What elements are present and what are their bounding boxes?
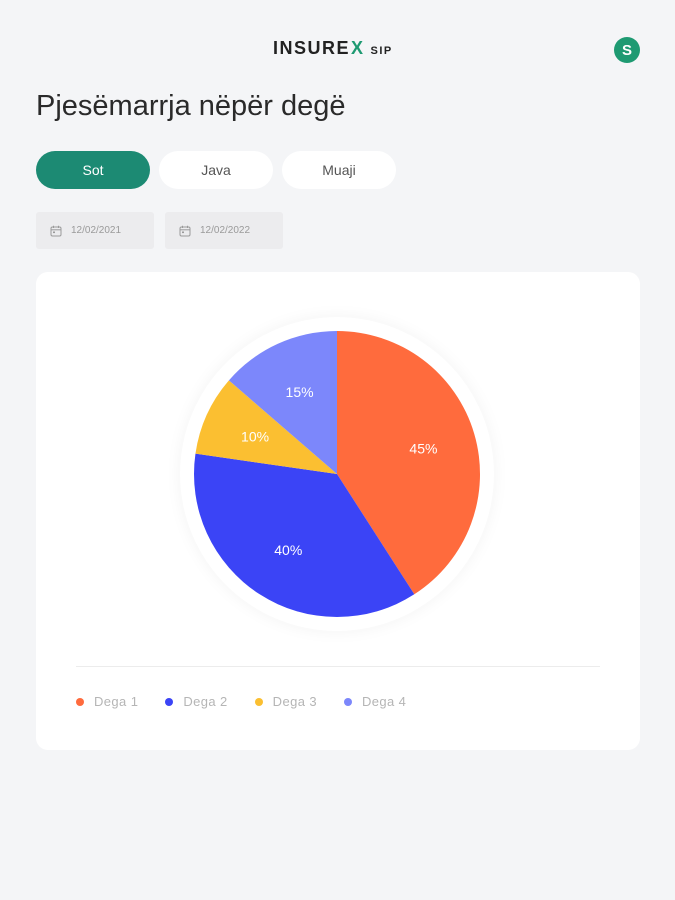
- pie-data-label: 10%: [241, 429, 269, 445]
- divider: [76, 666, 600, 667]
- legend-dot: [76, 697, 84, 706]
- logo-suffix: SIP: [370, 45, 393, 57]
- tab-label: Java: [201, 162, 231, 178]
- chart-legend: Dega 1 Dega 2 Dega 3 Dega 4: [76, 694, 433, 709]
- legend-dot: [254, 697, 263, 706]
- pie-slice-dega-2: [194, 453, 415, 617]
- date-to-field[interactable]: 12/02/2022: [165, 212, 283, 249]
- pie-chart-svg: 45% 40% 10% 15%: [194, 331, 480, 617]
- logo: INSURE X SIP: [273, 38, 393, 59]
- legend-item: Dega 2: [165, 694, 227, 709]
- logo-x: X: [351, 38, 365, 58]
- profile-avatar-button[interactable]: S: [614, 37, 640, 63]
- tab-label: Muaji: [322, 162, 356, 178]
- pie-slice-dega-3: [195, 380, 337, 474]
- app-header: INSURE X SIP S: [0, 0, 675, 96]
- calendar-icon: [179, 225, 191, 237]
- date-range: 12/02/2021 12/02/2022: [36, 212, 294, 249]
- page-title: Pjesëmarrja nëpër degë: [36, 90, 346, 122]
- legend-dot: [165, 697, 174, 706]
- legend-item: Dega 1: [76, 694, 138, 709]
- tab-sot[interactable]: Sot: [36, 151, 150, 189]
- tab-java[interactable]: Java: [159, 151, 273, 189]
- legend-label: Dega 4: [361, 694, 407, 709]
- legend-item: Dega 3: [254, 694, 317, 709]
- legend-label: Dega 1: [94, 694, 139, 709]
- date-from-field[interactable]: 12/02/2021: [36, 212, 154, 249]
- legend-item: Dega 4: [343, 694, 407, 709]
- period-tabs: Sot Java Muaji: [36, 151, 405, 189]
- date-from-value: 12/02/2021: [71, 225, 122, 236]
- pie-data-label: 15%: [286, 384, 314, 400]
- pie-slice-dega-4: [228, 331, 337, 474]
- pie-data-label: 45%: [409, 441, 437, 457]
- logo-text: INSURE: [273, 38, 351, 58]
- tab-muaji[interactable]: Muaji: [282, 151, 396, 189]
- pie-chart: 45% 40% 10% 15%: [180, 317, 494, 631]
- profile-initial: S: [621, 41, 632, 59]
- chart-card: 45% 40% 10% 15% Dega 1 Dega 2 Dega 3 Dega 4: [36, 272, 640, 750]
- legend-label: Dega 3: [272, 694, 317, 709]
- legend-dot: [343, 697, 352, 706]
- tab-label: Sot: [82, 162, 104, 178]
- pie-data-label: 40%: [274, 542, 302, 558]
- calendar-icon: [50, 225, 62, 237]
- legend-label: Dega 2: [183, 694, 228, 709]
- pie-slice-dega-1: [337, 331, 480, 595]
- date-to-value: 12/02/2022: [200, 225, 251, 236]
